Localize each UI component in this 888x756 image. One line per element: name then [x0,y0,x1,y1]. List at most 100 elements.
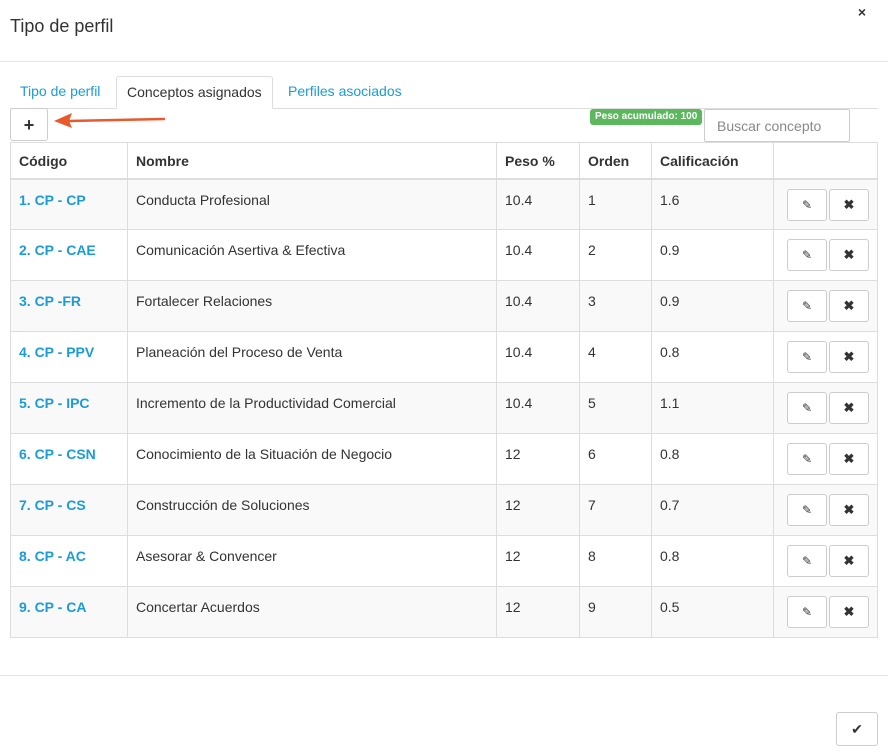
concept-score: 1.6 [651,178,774,230]
modal-header: Tipo de perfil × [0,0,888,62]
table-row: 3. CP -FR Fortalecer Relaciones 10.4 3 0.9 ✎ ✖ [10,280,878,332]
concept-order: 8 [579,535,652,587]
column-header-actions [773,142,878,180]
concept-weight: 10.4 [496,331,580,383]
concept-weight: 12 [496,535,580,587]
table-row: 9. CP - CA Concertar Acuerdos 12 9 0.5 ✎ ✖ [10,586,878,638]
add-concept-button[interactable]: + [10,108,48,141]
concept-weight: 12 [496,433,580,485]
concept-code-link[interactable]: 3. CP -FR [10,280,128,332]
concept-name: Conducta Profesional [127,178,497,230]
search-concept-input[interactable] [704,109,850,142]
concept-code-link[interactable]: 5. CP - IPC [10,382,128,434]
concept-order: 4 [579,331,652,383]
edit-icon[interactable]: ✎ [787,392,827,424]
concept-order: 7 [579,484,652,536]
concept-name: Fortalecer Relaciones [127,280,497,332]
check-icon: ✔ [851,721,863,737]
delete-icon[interactable]: ✖ [829,392,869,424]
concept-order: 5 [579,382,652,434]
concept-code-link[interactable]: 8. CP - AC [10,535,128,587]
column-header-codigo[interactable]: Código [10,142,128,180]
concept-score: 0.8 [651,331,774,383]
edit-icon[interactable]: ✎ [787,443,827,475]
confirm-button[interactable]: ✔ [836,712,878,746]
concept-code-link[interactable]: 9. CP - CA [10,586,128,638]
concept-code-link[interactable]: 6. CP - CSN [10,433,128,485]
edit-icon[interactable]: ✎ [787,545,827,577]
concept-score: 1.1 [651,382,774,434]
concept-weight: 12 [496,484,580,536]
edit-icon[interactable]: ✎ [787,341,827,373]
tab-conceptos-asignados[interactable]: Conceptos asignados [116,76,273,109]
concept-score: 0.9 [651,280,774,332]
table-header-row: Código Nombre Peso % Orden Calificación [10,142,878,180]
concept-name: Asesorar & Convencer [127,535,497,587]
row-actions: ✎ ✖ [773,331,878,383]
modal-title: Tipo de perfil [10,16,114,36]
table-row: 1. CP - CP Conducta Profesional 10.4 1 1.6 ✎ ✖ [10,178,878,230]
concept-weight: 10.4 [496,229,580,281]
delete-icon[interactable]: ✖ [829,443,869,475]
column-header-peso[interactable]: Peso % [496,142,580,180]
concept-score: 0.8 [651,535,774,587]
concept-order: 2 [579,229,652,281]
row-actions: ✎ ✖ [773,178,878,230]
close-icon[interactable]: × [857,4,866,20]
concept-score: 0.5 [651,586,774,638]
row-actions: ✎ ✖ [773,229,878,281]
concept-weight: 10.4 [496,382,580,434]
concept-name: Comunicación Asertiva & Efectiva [127,229,497,281]
table-row: 7. CP - CS Construcción de Soluciones 12 7 0… [10,484,878,536]
tab-bar: Tipo de perfil Conceptos asignados Perfi… [10,76,878,109]
modal-footer: ✔ [0,675,888,756]
edit-icon[interactable]: ✎ [787,494,827,526]
concept-name: Concertar Acuerdos [127,586,497,638]
row-actions: ✎ ✖ [773,535,878,587]
concept-name: Incremento de la Productividad Comercial [127,382,497,434]
concept-code-link[interactable]: 4. CP - PPV [10,331,128,383]
concept-score: 0.8 [651,433,774,485]
table-row: 8. CP - AC Asesorar & Convencer 12 8 0.8 ✎ ✖ [10,535,878,587]
column-header-calificacion[interactable]: Calificación [651,142,774,180]
concept-score: 0.7 [651,484,774,536]
delete-icon[interactable]: ✖ [829,494,869,526]
column-header-orden[interactable]: Orden [579,142,652,180]
table-row: 5. CP - IPC Incremento de la Productivida… [10,382,878,434]
concept-weight: 12 [496,586,580,638]
edit-icon[interactable]: ✎ [787,188,827,221]
delete-icon[interactable]: ✖ [829,341,869,373]
edit-icon[interactable]: ✎ [787,290,827,322]
table-row: 4. CP - PPV Planeación del Proceso de Ven… [10,331,878,383]
delete-icon[interactable]: ✖ [829,596,869,628]
delete-icon[interactable]: ✖ [829,290,869,322]
arrow-left-icon [54,113,166,128]
concept-weight: 10.4 [496,178,580,230]
concept-name: Construcción de Soluciones [127,484,497,536]
concept-name: Conocimiento de la Situación de Negocio [127,433,497,485]
concept-code-link[interactable]: 2. CP - CAE [10,229,128,281]
edit-icon[interactable]: ✎ [787,596,827,628]
row-actions: ✎ ✖ [773,433,878,485]
delete-icon[interactable]: ✖ [829,188,869,221]
column-header-nombre[interactable]: Nombre [127,142,497,180]
concept-order: 6 [579,433,652,485]
concept-order: 9 [579,586,652,638]
concept-name: Planeación del Proceso de Venta [127,331,497,383]
row-actions: ✎ ✖ [773,586,878,638]
concept-order: 3 [579,280,652,332]
table-row: 6. CP - CSN Conocimiento de la Situación … [10,433,878,485]
tab-perfiles-asociados[interactable]: Perfiles asociados [288,83,402,99]
tab-tipo-de-perfil[interactable]: Tipo de perfil [20,83,101,99]
concept-order: 1 [579,178,652,230]
accumulated-weight-badge: Peso acumulado: 100 [590,109,703,125]
row-actions: ✎ ✖ [773,280,878,332]
concept-code-link[interactable]: 7. CP - CS [10,484,128,536]
edit-icon[interactable]: ✎ [787,239,827,271]
delete-icon[interactable]: ✖ [829,239,869,271]
concept-code-link[interactable]: 1. CP - CP [10,178,128,230]
delete-icon[interactable]: ✖ [829,545,869,577]
concept-score: 0.9 [651,229,774,281]
concept-weight: 10.4 [496,280,580,332]
concepts-table: Código Nombre Peso % Orden Calificación … [10,142,878,638]
